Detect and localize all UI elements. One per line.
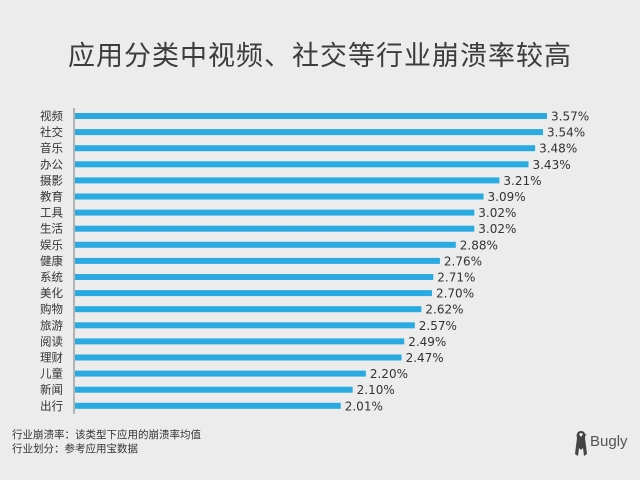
category-label: 社交 <box>40 125 63 139</box>
category-label: 系统 <box>40 270 63 284</box>
logo-text: Bugly <box>590 433 628 450</box>
value-label: 2.76% <box>444 254 482 268</box>
value-label: 2.88% <box>460 238 498 252</box>
category-label: 新闻 <box>40 383 63 397</box>
bar <box>75 241 456 248</box>
value-label: 3.54% <box>547 126 585 140</box>
value-label: 2.10% <box>357 383 395 397</box>
bar <box>75 402 341 409</box>
bar <box>75 257 440 264</box>
bar <box>75 386 353 393</box>
bar <box>75 274 434 280</box>
value-label: 2.20% <box>370 367 408 381</box>
bar <box>75 322 415 329</box>
value-label: 2.01% <box>345 399 383 413</box>
value-label: 2.62% <box>425 303 463 317</box>
value-label: 3.21% <box>503 174 541 188</box>
bugly-logo: Bugly <box>572 426 632 460</box>
value-label: 3.09% <box>488 190 526 204</box>
bar <box>75 338 405 345</box>
bar <box>75 290 432 297</box>
category-label: 生活 <box>40 222 63 236</box>
category-label: 视频 <box>40 109 63 123</box>
value-label: 2.49% <box>408 335 446 349</box>
bar <box>75 177 500 184</box>
value-label: 3.48% <box>539 142 577 156</box>
value-label: 2.57% <box>419 319 457 333</box>
value-label: 3.02% <box>478 222 516 236</box>
value-label: 2.70% <box>436 287 474 301</box>
value-label: 3.02% <box>478 206 516 220</box>
category-label: 旅游 <box>40 318 63 332</box>
bar <box>75 145 536 152</box>
category-label: 理财 <box>40 351 63 365</box>
chart-title: 应用分类中视频、社交等行业崩溃率较高 <box>68 41 572 72</box>
bar <box>75 209 475 216</box>
footer-notes: 行业崩溃率：该类型下应用的崩溃率均值 行业划分：参考应用宝数据 <box>12 428 201 456</box>
bar <box>75 161 529 168</box>
bar <box>75 354 402 361</box>
category-label: 办公 <box>40 157 63 171</box>
bar <box>75 129 544 136</box>
bar <box>75 193 484 200</box>
bar <box>75 370 366 377</box>
category-label: 摄影 <box>40 173 63 187</box>
category-label: 教育 <box>40 190 63 204</box>
category-label: 儿童 <box>40 367 63 381</box>
bar-chart: 视频 3.57% 社交 3.54% 音乐 3.48% 办公 3.43% 摄影 3.21% 教育 3.0… <box>40 108 589 414</box>
value-label: 2.47% <box>406 351 444 365</box>
category-label: 美化 <box>40 286 63 300</box>
bugly-bird-icon <box>575 431 587 456</box>
bar <box>75 113 547 119</box>
bars-group: 视频 3.57% 社交 3.54% 音乐 3.48% 办公 3.43% 摄影 3.21% 教育 3.0… <box>40 108 589 414</box>
category-label: 出行 <box>40 399 63 413</box>
category-label: 音乐 <box>40 141 63 155</box>
category-label: 娱乐 <box>40 238 63 252</box>
category-label: 购物 <box>40 302 63 316</box>
category-label: 健康 <box>40 254 63 268</box>
category-label: 工具 <box>40 206 63 220</box>
footer-note-source: 行业划分：参考应用宝数据 <box>12 443 138 455</box>
value-label: 3.57% <box>551 110 589 124</box>
footer-note-definition: 行业崩溃率：该类型下应用的崩溃率均值 <box>12 429 201 441</box>
bar <box>75 306 422 313</box>
value-label: 3.43% <box>532 158 570 172</box>
bar <box>75 225 475 232</box>
category-label: 阅读 <box>40 334 63 348</box>
value-label: 2.71% <box>437 271 475 285</box>
